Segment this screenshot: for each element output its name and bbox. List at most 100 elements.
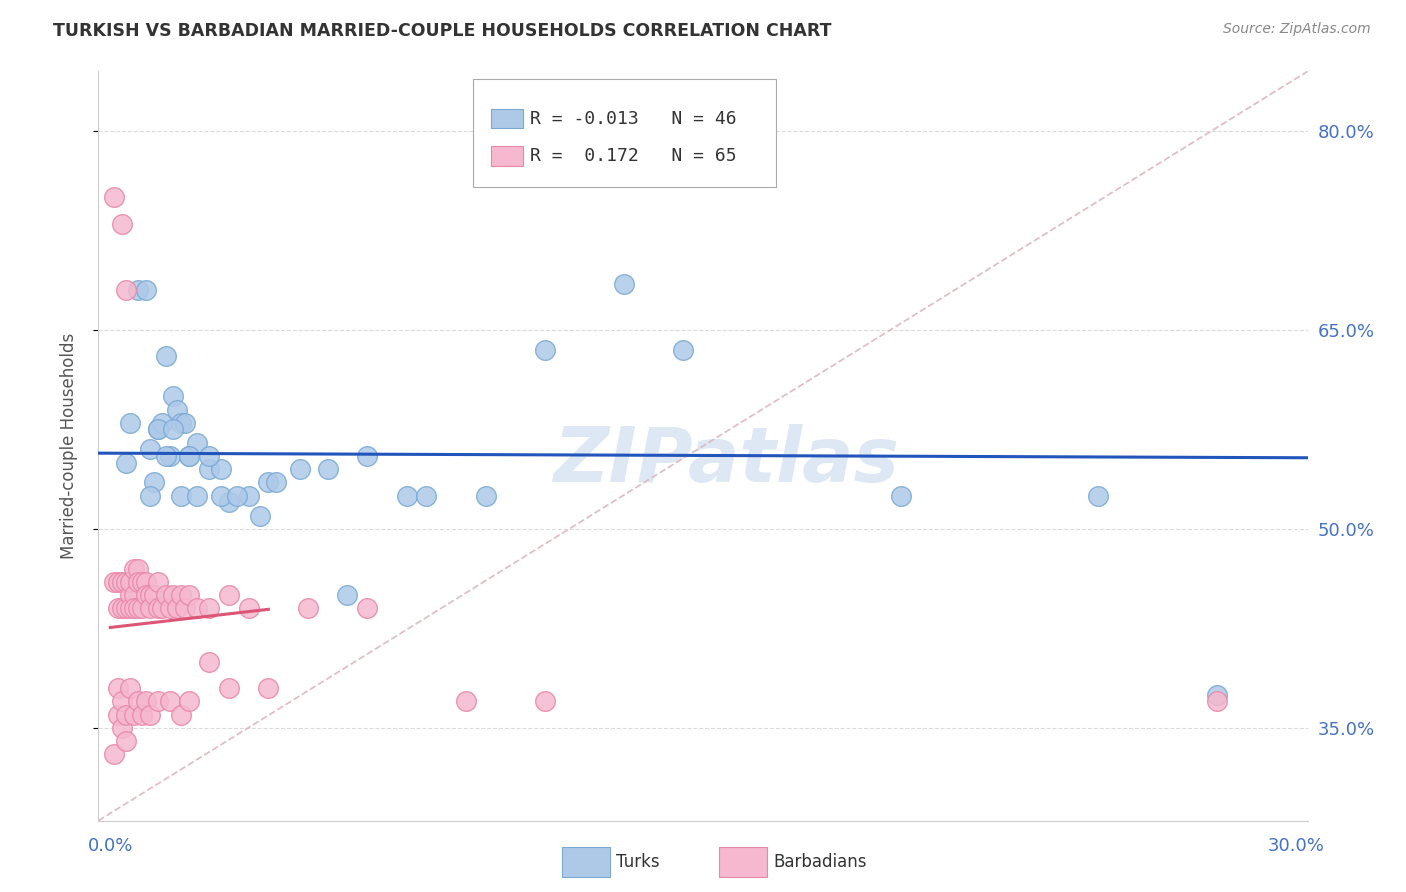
- Point: [115, 734, 138, 748]
- Point: [170, 489, 193, 503]
- Point: [1205, 688, 1227, 702]
- Point: [127, 562, 149, 576]
- Point: [218, 495, 240, 509]
- Point: [179, 694, 201, 708]
- Point: [142, 475, 165, 490]
- Point: [179, 449, 201, 463]
- Point: [111, 574, 134, 589]
- Point: [238, 601, 260, 615]
- Point: [218, 588, 240, 602]
- Point: [122, 588, 145, 602]
- Point: [127, 694, 149, 708]
- FancyBboxPatch shape: [474, 78, 776, 187]
- Text: 30.0%: 30.0%: [1267, 838, 1324, 855]
- Point: [534, 343, 557, 357]
- Point: [118, 574, 141, 589]
- Point: [107, 601, 129, 615]
- Point: [155, 588, 177, 602]
- Point: [135, 588, 157, 602]
- Point: [122, 707, 145, 722]
- Point: [127, 574, 149, 589]
- Point: [127, 283, 149, 297]
- Point: [122, 601, 145, 615]
- Point: [1087, 489, 1109, 503]
- Point: [127, 601, 149, 615]
- Point: [186, 489, 208, 503]
- Point: [264, 475, 287, 490]
- Point: [890, 489, 912, 503]
- Point: [115, 707, 138, 722]
- Point: [166, 402, 188, 417]
- Point: [159, 694, 181, 708]
- Point: [198, 462, 221, 476]
- Point: [118, 416, 141, 430]
- Point: [174, 416, 197, 430]
- Y-axis label: Married-couple Households: Married-couple Households: [59, 333, 77, 559]
- Point: [162, 389, 184, 403]
- Point: [135, 283, 157, 297]
- Point: [186, 435, 208, 450]
- Point: [155, 449, 177, 463]
- Point: [155, 350, 177, 364]
- Point: [209, 489, 232, 503]
- Point: [297, 601, 319, 615]
- Point: [162, 422, 184, 436]
- Point: [249, 508, 271, 523]
- Point: [111, 721, 134, 735]
- Point: [131, 601, 153, 615]
- Text: R =  0.172   N = 65: R = 0.172 N = 65: [530, 147, 737, 165]
- Point: [150, 601, 173, 615]
- Point: [139, 601, 162, 615]
- FancyBboxPatch shape: [492, 109, 523, 128]
- Point: [1205, 694, 1227, 708]
- Point: [225, 489, 247, 503]
- Point: [115, 456, 138, 470]
- Point: [170, 588, 193, 602]
- Text: ZIPatlas: ZIPatlas: [554, 424, 900, 498]
- Text: Barbadians: Barbadians: [773, 853, 866, 871]
- Point: [115, 574, 138, 589]
- Point: [336, 588, 359, 602]
- Point: [209, 462, 232, 476]
- Point: [139, 442, 162, 457]
- Point: [198, 655, 221, 669]
- Point: [135, 574, 157, 589]
- Point: [179, 588, 201, 602]
- Point: [118, 601, 141, 615]
- Point: [115, 283, 138, 297]
- Point: [139, 489, 162, 503]
- Point: [238, 489, 260, 503]
- Point: [356, 449, 378, 463]
- Point: [288, 462, 311, 476]
- FancyBboxPatch shape: [561, 847, 610, 877]
- Point: [198, 601, 221, 615]
- Point: [474, 489, 496, 503]
- Point: [356, 601, 378, 615]
- Point: [103, 747, 125, 762]
- Point: [150, 416, 173, 430]
- Point: [103, 574, 125, 589]
- Point: [179, 449, 201, 463]
- Point: [103, 190, 125, 204]
- Point: [672, 343, 695, 357]
- Text: Turks: Turks: [616, 853, 659, 871]
- Point: [118, 588, 141, 602]
- Point: [159, 601, 181, 615]
- Point: [159, 449, 181, 463]
- Point: [142, 588, 165, 602]
- Point: [395, 489, 418, 503]
- Point: [111, 217, 134, 231]
- Text: 0.0%: 0.0%: [87, 838, 134, 855]
- Point: [170, 416, 193, 430]
- Point: [534, 694, 557, 708]
- Point: [170, 707, 193, 722]
- FancyBboxPatch shape: [718, 847, 768, 877]
- Point: [186, 601, 208, 615]
- Point: [415, 489, 437, 503]
- Point: [146, 574, 169, 589]
- Point: [131, 707, 153, 722]
- FancyBboxPatch shape: [492, 146, 523, 166]
- Point: [118, 681, 141, 695]
- Text: Source: ZipAtlas.com: Source: ZipAtlas.com: [1223, 22, 1371, 37]
- Point: [613, 277, 636, 291]
